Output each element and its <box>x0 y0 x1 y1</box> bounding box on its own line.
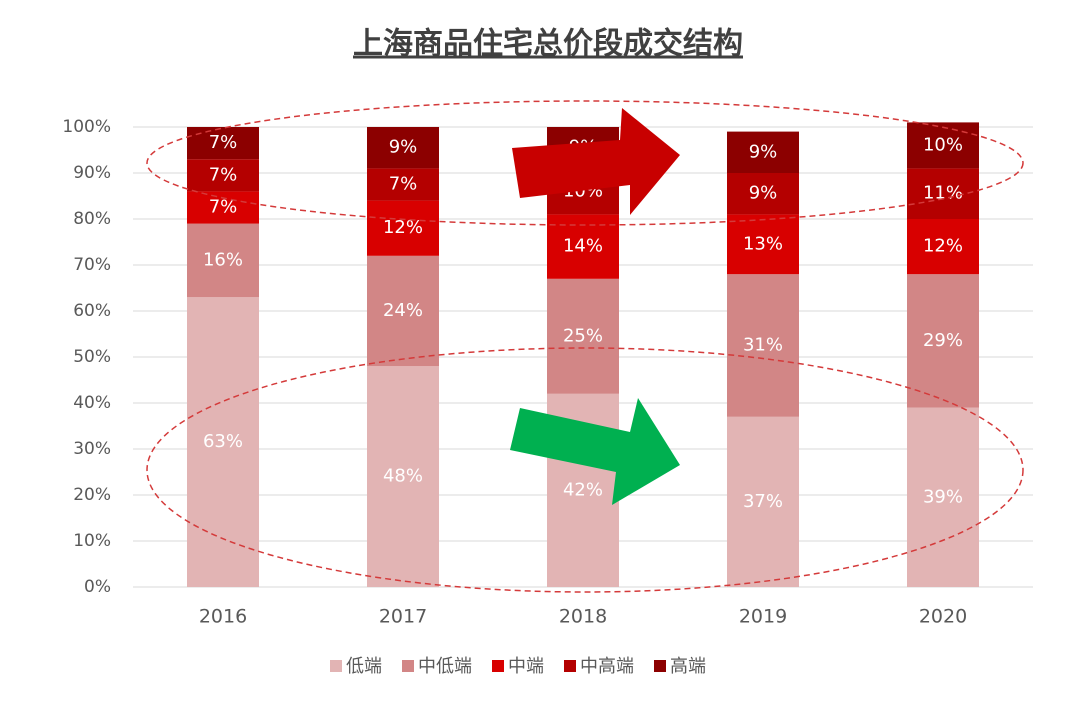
legend-swatch <box>564 660 576 672</box>
data-label: 42% <box>563 479 603 500</box>
y-tick-label: 100% <box>62 117 111 137</box>
y-tick-label: 60% <box>73 301 111 321</box>
data-label: 13% <box>743 233 783 254</box>
ellipse-bottom <box>146 347 1024 593</box>
data-label: 37% <box>743 491 783 512</box>
y-tick-label: 30% <box>73 439 111 459</box>
bar-segment <box>727 416 799 587</box>
data-label: 16% <box>203 249 243 270</box>
bar-segment <box>907 168 979 219</box>
data-label: 9% <box>749 141 778 162</box>
y-tick-label: 0% <box>84 577 111 597</box>
y-tick-label: 70% <box>73 255 111 275</box>
data-label: 7% <box>389 174 418 195</box>
x-tick-label: 2017 <box>379 606 427 628</box>
bar-segment <box>187 127 259 160</box>
bar-segment <box>187 159 259 192</box>
annotations <box>146 100 1024 593</box>
bar-segment <box>907 274 979 408</box>
bar-segment <box>907 122 979 169</box>
bar-segment <box>367 255 439 367</box>
legend-swatch <box>402 660 414 672</box>
data-label: 31% <box>743 335 783 356</box>
y-tick-label: 40% <box>73 393 111 413</box>
data-label: 39% <box>923 486 963 507</box>
data-label: 25% <box>563 325 603 346</box>
data-label: 7% <box>209 132 238 153</box>
bar-segment <box>187 223 259 298</box>
legend-label: 中端 <box>508 656 544 677</box>
bar-segment <box>367 366 439 587</box>
bar-segment <box>727 274 799 417</box>
data-label: 12% <box>383 217 423 238</box>
data-label: 24% <box>383 300 423 321</box>
x-tick-label: 2018 <box>559 606 607 628</box>
ellipse-top <box>146 100 1024 226</box>
legend-swatch <box>492 660 504 672</box>
bar-segment <box>907 407 979 587</box>
bar-segment <box>727 131 799 173</box>
y-tick-label: 90% <box>73 163 111 183</box>
x-tick-label: 2019 <box>739 606 787 628</box>
x-tick-label: 2016 <box>199 606 247 628</box>
legend: 低端 中低端 中端 中高端 高端 <box>330 656 706 677</box>
data-label: 14% <box>563 236 603 257</box>
data-label: 11% <box>923 183 963 204</box>
data-label: 10% <box>923 134 963 155</box>
data-label: 7% <box>209 164 238 185</box>
data-label: 12% <box>923 236 963 257</box>
bar-segment <box>367 200 439 256</box>
bar-segment <box>547 278 619 394</box>
bar-segment <box>367 127 439 169</box>
legend-label: 低端 <box>346 656 382 677</box>
legend-swatch <box>654 660 666 672</box>
data-label: 9% <box>749 183 778 204</box>
data-label: 9% <box>389 137 418 158</box>
legend-label: 中低端 <box>418 656 472 677</box>
y-tick-label: 10% <box>73 531 111 551</box>
bar-segment <box>727 214 799 275</box>
data-label: 7% <box>209 197 238 218</box>
bar-segment <box>187 191 259 224</box>
x-tick-label: 2020 <box>919 606 967 628</box>
data-label: 29% <box>923 330 963 351</box>
y-tick-label: 20% <box>73 485 111 505</box>
data-label: 48% <box>383 466 423 487</box>
y-tick-label: 80% <box>73 209 111 229</box>
bar-segment <box>727 173 799 215</box>
bar-segment <box>367 168 439 201</box>
legend-swatch <box>330 660 342 672</box>
y-tick-label: 50% <box>73 347 111 367</box>
legend-label: 高端 <box>670 656 706 677</box>
chart-title: 上海商品住宅总价段成交结构 <box>353 27 743 62</box>
data-label: 63% <box>203 431 243 452</box>
arrow-up <box>512 108 680 215</box>
legend-label: 中高端 <box>580 656 634 677</box>
plot: 0% 10% 20% 30% 40% 50% 60% 70% 80% 90% 100% 2016 63%… <box>62 117 1033 628</box>
bar-segment <box>907 219 979 275</box>
arrow-down <box>510 398 680 505</box>
